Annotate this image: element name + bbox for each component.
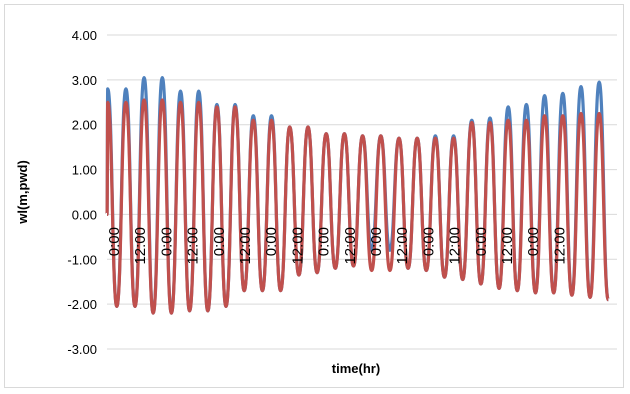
x-tick-label: 12:00 bbox=[394, 227, 411, 265]
y-tick-label: -3.00 bbox=[67, 342, 97, 357]
x-tick-labels: 0:00 12:00 0:00 12:00 0:00 12:00 0:00 12:00 0:00… bbox=[106, 227, 568, 265]
y-tick-label: 2.00 bbox=[72, 118, 97, 133]
x-tick-label: 0:00 bbox=[211, 227, 228, 256]
x-tick-label: 0:00 bbox=[263, 227, 280, 256]
series-layer bbox=[105, 76, 610, 315]
y-tick-label: -2.00 bbox=[67, 297, 97, 312]
x-axis-title: time(hr) bbox=[332, 361, 380, 376]
y-tick-label: -1.00 bbox=[67, 252, 97, 267]
x-tick-label: 12:00 bbox=[447, 227, 464, 265]
x-tick-label: 12:00 bbox=[132, 227, 149, 265]
y-tick-labels: -3.00 -2.00 -1.00 0.00 1.00 2.00 3.00 4.00 bbox=[67, 28, 97, 357]
x-tick-label: 0:00 bbox=[525, 227, 542, 256]
x-tick-label: 12:00 bbox=[551, 227, 568, 265]
water-level-chart: -3.00 -2.00 -1.00 0.00 1.00 2.00 3.00 4.00 0:00… bbox=[15, 28, 617, 376]
x-tick-label: 0:00 bbox=[106, 227, 123, 256]
x-tick-label: 12:00 bbox=[185, 227, 202, 265]
x-tick-label: 12:00 bbox=[499, 227, 516, 265]
x-tick-label: 0:00 bbox=[473, 227, 490, 256]
x-tick-label: 0:00 bbox=[158, 227, 175, 256]
chart-frame: -3.00 -2.00 -1.00 0.00 1.00 2.00 3.00 4.00 0:00… bbox=[4, 4, 624, 388]
x-tick-label: 0:00 bbox=[316, 227, 333, 256]
y-tick-label: 3.00 bbox=[72, 73, 97, 88]
series-line-red bbox=[105, 98, 610, 315]
x-tick-label: 0:00 bbox=[420, 227, 437, 256]
y-axis-title: wl(m,pwd) bbox=[15, 160, 30, 225]
x-tick-label: 0:00 bbox=[368, 227, 385, 256]
x-tick-label: 12:00 bbox=[237, 227, 254, 265]
x-tick-label: 12:00 bbox=[289, 227, 306, 265]
x-tick-label: 12:00 bbox=[342, 227, 359, 265]
y-tick-label: 0.00 bbox=[72, 207, 97, 222]
y-tick-label: 1.00 bbox=[72, 163, 97, 178]
y-tick-label: 4.00 bbox=[72, 28, 97, 43]
